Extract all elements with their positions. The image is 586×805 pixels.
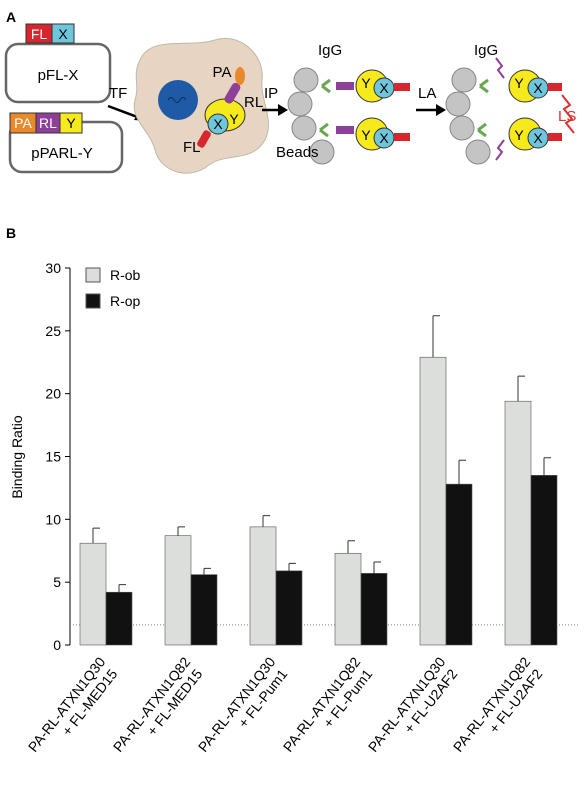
- label: X: [379, 130, 389, 146]
- label: Y: [514, 75, 524, 91]
- label: pFL-X: [38, 67, 79, 84]
- rl: [336, 82, 354, 90]
- error-bar: [203, 567, 211, 575]
- label: X: [213, 116, 223, 132]
- x-box: [51, 23, 75, 44]
- label: pPARL-Y: [31, 145, 92, 162]
- y-tick-label: 30: [45, 260, 61, 276]
- label: LA: [418, 85, 436, 102]
- legend-swatch: [85, 267, 101, 283]
- beads-2: [445, 67, 491, 165]
- bar: [504, 400, 532, 646]
- y-tick-label: 25: [45, 323, 61, 339]
- error-bar: [543, 457, 551, 476]
- label: FL: [31, 26, 48, 42]
- y-tick-label: 15: [45, 449, 61, 465]
- label: RL: [244, 94, 263, 111]
- label: FL: [183, 139, 201, 156]
- panel-label: B: [6, 225, 16, 241]
- error-bar: [118, 584, 126, 593]
- error-bar: [458, 459, 466, 485]
- error-bar: [517, 375, 525, 402]
- bar: [275, 570, 303, 646]
- bar: [530, 475, 558, 646]
- label: X: [533, 80, 543, 96]
- panel-a: A FL X pFL-X PA RL Y pPARL-Y TF PA RL X …: [4, 9, 576, 174]
- arrow-head: [436, 104, 446, 116]
- y-tick-label: 5: [53, 574, 61, 590]
- y-box: [59, 112, 83, 134]
- label: X: [533, 130, 543, 146]
- label: Y: [361, 127, 371, 143]
- panel-label: A: [6, 9, 16, 25]
- y-tick-label: 10: [45, 511, 61, 527]
- label: Y: [66, 115, 76, 131]
- error-bar: [432, 315, 440, 358]
- error-bar: [373, 561, 381, 574]
- fl: [394, 133, 410, 141]
- legend-label: R-ob: [110, 267, 141, 283]
- bar: [105, 591, 133, 646]
- bar: [190, 574, 218, 646]
- fl: [548, 83, 562, 91]
- rl: [336, 126, 354, 134]
- label: Y: [514, 127, 524, 143]
- arrow-head: [278, 104, 288, 116]
- luminescence: [561, 94, 575, 134]
- y-tick-label: 0: [53, 637, 61, 653]
- bar: [360, 573, 388, 646]
- bar: [419, 356, 447, 646]
- label: LS: [558, 108, 576, 125]
- bar: [164, 535, 192, 646]
- label: IgG: [318, 42, 342, 59]
- bar: [334, 552, 362, 646]
- label: Y: [229, 111, 239, 127]
- legend-swatch: [85, 293, 101, 309]
- panel-b: B Binding Ratio 051015202530PA-RL-ATXN1Q…: [6, 225, 580, 755]
- igg: [477, 78, 489, 138]
- plasmid: [4, 42, 112, 104]
- label: X: [379, 80, 389, 96]
- label: IP: [264, 85, 278, 102]
- error-bar: [92, 527, 100, 544]
- rl: [224, 82, 241, 104]
- bar: [249, 526, 277, 646]
- luminescence: [495, 57, 505, 79]
- pa: [235, 67, 245, 85]
- label: X: [58, 26, 68, 42]
- label: IgG: [474, 42, 498, 59]
- arrow: [107, 104, 141, 120]
- bar: [445, 483, 473, 646]
- fl: [197, 130, 211, 148]
- error-bar: [177, 526, 185, 536]
- label: PA: [14, 115, 32, 131]
- cell: [133, 38, 269, 174]
- luminescence: [495, 139, 505, 161]
- fl: [548, 133, 562, 141]
- label: Y: [361, 75, 371, 91]
- legend-label: R-op: [110, 293, 141, 309]
- x-protein: [207, 113, 229, 135]
- y-axis-label: Binding Ratio: [9, 415, 25, 498]
- error-bar: [347, 540, 355, 554]
- label: RL: [39, 115, 57, 131]
- nucleus: [158, 80, 198, 120]
- igg: [319, 78, 331, 138]
- error-bar: [262, 515, 270, 527]
- error-bar: [288, 562, 296, 571]
- fl: [394, 83, 410, 91]
- label: TF: [109, 85, 127, 102]
- dna: [167, 97, 187, 103]
- y-tick-label: 20: [45, 386, 61, 402]
- beads-1: [287, 67, 335, 165]
- label: Beads: [276, 144, 319, 161]
- bar: [79, 542, 107, 646]
- label: PA: [213, 64, 232, 81]
